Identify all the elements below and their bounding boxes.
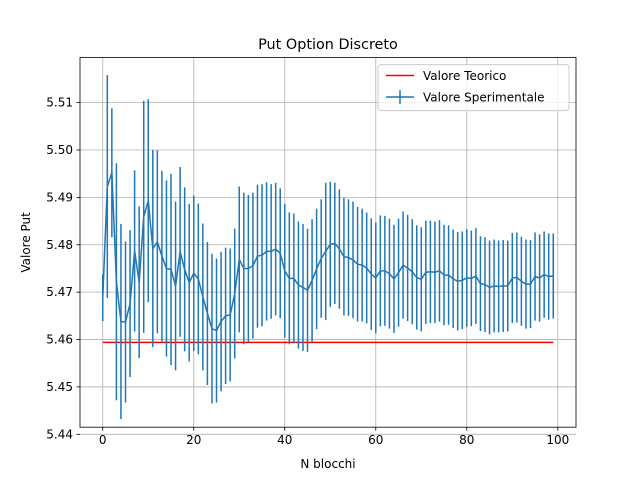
data-layer [102, 75, 554, 420]
plot-frame [79, 57, 577, 428]
y-tick-label: 5.49 [46, 190, 73, 204]
x-tick-label: 20 [186, 433, 201, 447]
y-tick-label: 5.45 [46, 380, 73, 394]
y-tick-label: 5.47 [46, 285, 73, 299]
legend-label-theoretical: Valore Teorico [423, 69, 506, 83]
y-axis-label: Valore Put [19, 212, 33, 273]
y-tick-label: 5.50 [46, 143, 73, 157]
legend-label-experimental: Valore Sperimentale [423, 91, 545, 105]
plot-area [80, 57, 576, 428]
x-tick-label: 40 [277, 433, 292, 447]
x-axis-label: N blocchi [300, 457, 355, 471]
x-tick-label: 60 [368, 433, 383, 447]
axis-ticks: 0 20 40 60 80 100 5.44 5.45 5.46 5.47 5.48 5.49 5.50… [46, 96, 569, 448]
legend-box [377, 64, 570, 112]
legend: Valore Teorico Valore Sperimentale [377, 64, 570, 112]
y-tick-label: 5.44 [46, 427, 73, 441]
x-tick-label: 100 [546, 433, 569, 447]
experimental-value-line [102, 171, 554, 332]
y-tick-label: 5.51 [46, 96, 73, 110]
y-tick-label: 5.48 [46, 238, 73, 252]
x-tick-label: 0 [99, 433, 107, 447]
x-tick-label: 80 [459, 433, 474, 447]
chart-title: Put Option Discreto [258, 37, 398, 53]
y-tick-label: 5.46 [46, 333, 73, 347]
